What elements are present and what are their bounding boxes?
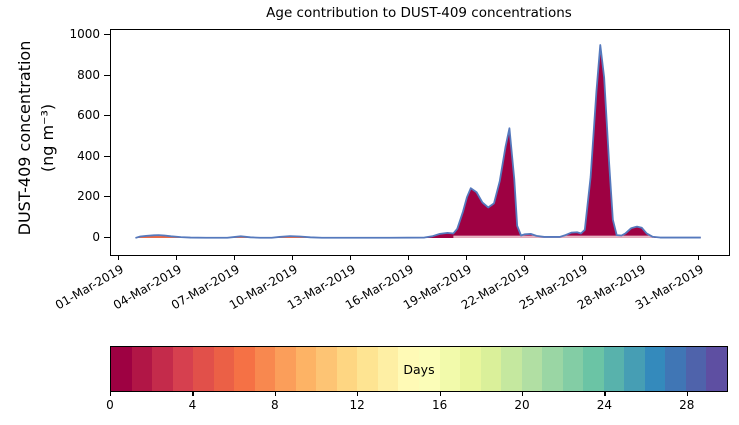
colorbar-segment	[131, 347, 153, 391]
colorbar-segment	[501, 347, 522, 391]
colorbar-segment	[377, 347, 399, 391]
colorbar-segment	[706, 347, 727, 391]
colorbar-segment	[460, 347, 481, 391]
y-tick-mark	[104, 33, 110, 36]
colorbar-tick-label: 20	[514, 398, 530, 412]
x-tick-mark	[407, 255, 410, 260]
y-tick-label: 800	[77, 67, 100, 82]
colorbar-segment	[213, 347, 235, 391]
colorbar-segment	[603, 347, 625, 391]
area-fill	[135, 45, 701, 238]
chart-title: Age contribution to DUST-409 concentrati…	[266, 5, 572, 21]
colorbar-segment	[562, 347, 584, 391]
colorbar-segment	[644, 347, 666, 391]
colorbar-segment	[295, 347, 317, 391]
y-tick-label: 400	[77, 148, 100, 163]
plot-area	[110, 29, 730, 256]
colorbar-tick-mark	[522, 392, 524, 396]
colorbar-segment	[480, 347, 502, 391]
colorbar-segment	[357, 347, 378, 391]
colorbar-segment	[685, 347, 707, 391]
colorbar-segment	[316, 347, 337, 391]
y-tick-mark	[104, 236, 110, 239]
y-tick-mark	[104, 115, 110, 117]
colorbar-tick-mark	[110, 392, 112, 396]
colorbar-tick-mark	[439, 392, 441, 396]
colorbar-tick-label: 16	[431, 398, 448, 412]
x-tick-mark	[234, 255, 236, 260]
x-tick-mark	[292, 255, 294, 260]
y-axis-label-line1: DUST-409 concentration	[14, 40, 34, 236]
colorbar-segment	[336, 347, 358, 391]
colorbar-tick-label: 8	[270, 398, 279, 412]
colorbar-segment	[275, 347, 296, 391]
y-tick-mark	[104, 155, 110, 157]
y-tick-label: 1000	[69, 26, 100, 41]
x-tick-mark	[639, 255, 642, 260]
y-axis-label-line2: (ng m⁻³)	[38, 103, 57, 173]
y-axis-label: DUST-409 concentration (ng m⁻³)	[13, 0, 59, 288]
colorbar-tick-label: 28	[679, 398, 695, 412]
x-tick-mark	[697, 255, 699, 260]
colorbar-segment	[418, 347, 440, 391]
colorbar-segment	[439, 347, 461, 391]
colorbar-tick-label: 4	[188, 398, 197, 412]
colorbar-segment	[583, 347, 604, 391]
x-tick-mark	[581, 255, 584, 260]
y-tick-mark	[104, 196, 110, 198]
colorbar-segment	[111, 347, 132, 391]
concentration-line	[135, 44, 701, 239]
colorbar-segment	[542, 347, 563, 391]
y-tick-label: 200	[77, 189, 100, 204]
colorbar-tick-mark	[192, 392, 194, 396]
colorbar-segment	[152, 347, 173, 391]
colorbar-segment	[254, 347, 276, 391]
colorbar-tick-mark	[274, 392, 276, 396]
x-tick-mark	[349, 255, 352, 260]
area-chart-svg	[135, 44, 701, 239]
colorbar-tick-label: 24	[596, 398, 613, 412]
x-tick-mark	[465, 255, 468, 260]
colorbar-tick-mark	[357, 392, 359, 396]
colorbar-segment	[665, 347, 686, 391]
colorbar-segment	[624, 347, 645, 391]
colorbar	[110, 346, 728, 392]
x-tick-mark	[176, 255, 178, 260]
colorbar-segment	[521, 347, 543, 391]
colorbar-tick-mark	[686, 392, 688, 396]
colorbar-segment	[398, 347, 419, 391]
y-tick-label: 0	[92, 229, 100, 244]
colorbar-segment	[234, 347, 255, 391]
colorbar-tick-label: 0	[106, 398, 114, 412]
colorbar-tick-mark	[604, 392, 606, 396]
colorbar-tick-label: 12	[349, 398, 365, 412]
colorbar-segment	[172, 347, 194, 391]
x-tick-mark	[523, 255, 526, 260]
y-tick-label: 600	[77, 108, 100, 123]
x-tick-mark	[118, 255, 120, 260]
y-tick-mark	[104, 74, 110, 76]
colorbar-segment	[193, 347, 214, 391]
